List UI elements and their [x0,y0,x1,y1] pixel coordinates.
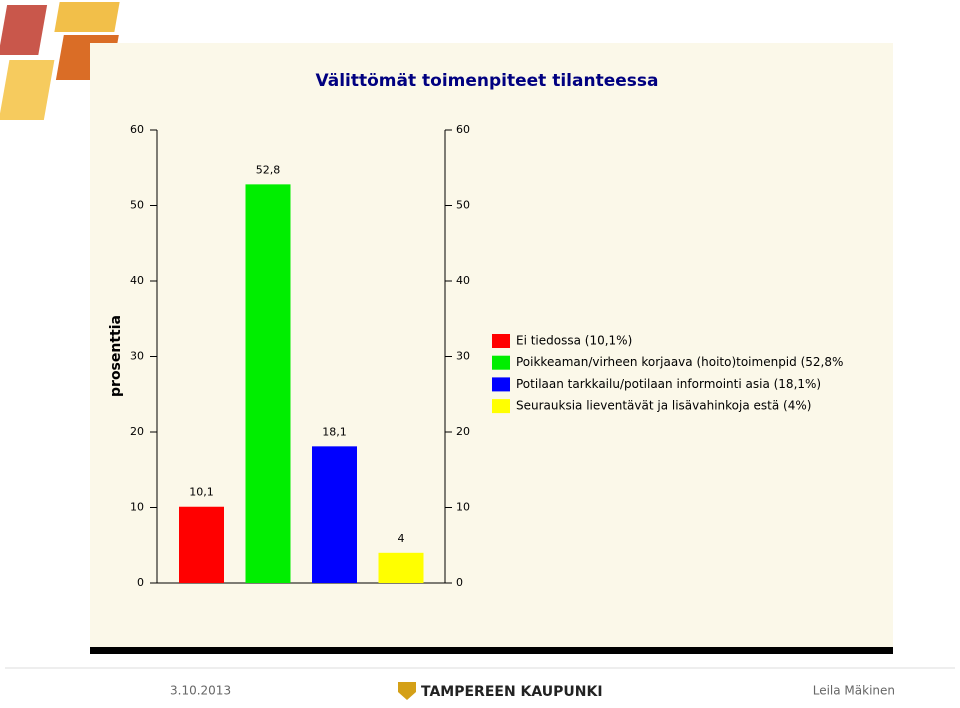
footer-author: Leila Mäkinen [813,684,895,698]
value-label: 4 [398,532,405,545]
legend-label: Seurauksia lieventävät ja lisävahinkoja … [516,399,811,413]
y-tick-label: 10 [130,501,144,514]
logo-shield [398,682,416,700]
legend-label: Potilaan tarkkailu/potilaan informointi … [516,377,821,391]
value-label: 52,8 [256,163,281,176]
chart-title: Välittömät toimenpiteet tilanteessa [316,71,659,91]
y-tick-label: 30 [130,350,144,363]
bar [245,184,291,584]
footer-date: 3.10.2013 [170,684,231,698]
y2-tick-label: 60 [456,123,470,136]
legend-swatch [492,355,510,370]
chart-bottom-bar [90,647,893,654]
y2-tick-label: 40 [456,274,470,287]
value-label: 10,1 [189,486,214,499]
y2-tick-label: 30 [456,350,470,363]
y-tick-label: 20 [130,425,144,438]
legend-swatch [492,334,510,348]
y2-tick-label: 0 [456,576,463,589]
y-tick-label: 0 [137,576,144,589]
footer-logo: TAMPEREEN KAUPUNKI [421,684,603,700]
value-label: 18,1 [322,425,347,438]
legend-swatch [492,377,510,392]
bar [378,552,424,583]
y-tick-label: 40 [130,274,144,287]
y2-tick-label: 20 [456,425,470,438]
legend-label: Poikkeaman/virheen korjaava (hoito)toime… [516,355,843,369]
legend-swatch [492,399,510,414]
bar [312,446,357,583]
y2-tick-label: 50 [456,199,470,212]
y2-tick-label: 10 [456,501,470,514]
bar [179,506,224,583]
y-axis-label: prosenttia [108,315,124,397]
legend-label: Ei tiedossa (10,1%) [516,334,632,348]
y-tick-label: 50 [130,199,144,212]
y-tick-label: 60 [130,123,144,136]
